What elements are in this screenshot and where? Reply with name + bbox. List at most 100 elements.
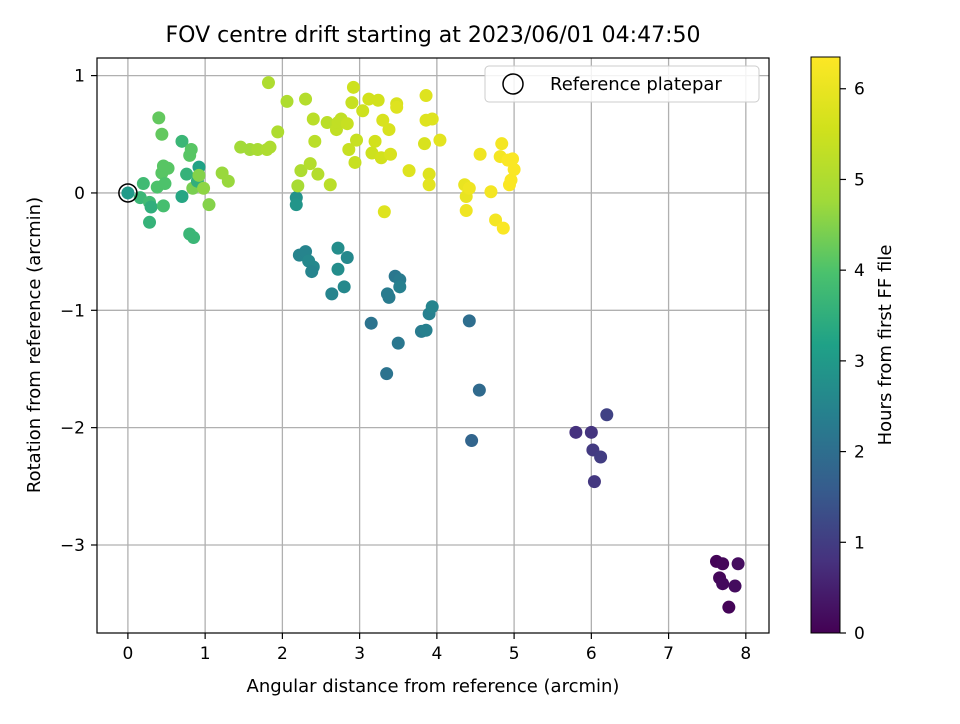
- x-tick-label: 3: [354, 644, 365, 664]
- data-point: [175, 189, 189, 203]
- data-point: [600, 408, 614, 422]
- data-point: [175, 134, 189, 148]
- data-point: [569, 425, 583, 439]
- colorbar-label: Hours from first FF file: [875, 245, 896, 446]
- data-point: [303, 157, 317, 171]
- data-point: [364, 316, 378, 330]
- colorbar: 0 1 2 3 4 5 6 Hours from first FF file: [810, 56, 896, 644]
- data-point: [390, 100, 404, 114]
- data-point: [331, 241, 345, 255]
- data-point: [594, 450, 608, 464]
- data-point: [144, 200, 158, 214]
- data-point: [504, 173, 518, 187]
- x-tick-label: 5: [509, 644, 520, 664]
- data-point: [484, 185, 498, 199]
- data-point: [425, 300, 439, 314]
- y-tick-label: −1: [60, 301, 85, 321]
- data-point: [158, 177, 172, 191]
- data-point: [299, 92, 313, 106]
- colorbar-tick-label: 4: [854, 261, 865, 281]
- x-tick-label: 7: [663, 644, 674, 664]
- data-point: [716, 557, 730, 571]
- y-axis-label: Rotation from reference (arcmin): [24, 197, 45, 493]
- data-point: [377, 205, 391, 219]
- data-point: [155, 127, 169, 141]
- data-point: [294, 164, 308, 178]
- data-point: [261, 76, 275, 90]
- data-point: [380, 287, 394, 301]
- data-point: [325, 287, 339, 301]
- colorbar-tick-label: 3: [854, 352, 865, 372]
- data-point: [489, 213, 503, 227]
- data-point: [402, 164, 416, 178]
- data-point: [376, 113, 390, 127]
- colorbar-ticks: 0 1 2 3 4 5 6: [840, 80, 865, 644]
- x-tick-label: 8: [740, 644, 751, 664]
- data-point: [251, 143, 265, 157]
- y-tick-label: −2: [60, 419, 85, 439]
- data-point: [368, 134, 382, 148]
- data-point: [280, 94, 294, 108]
- data-point: [202, 198, 216, 212]
- data-point: [340, 117, 354, 131]
- data-point: [143, 215, 157, 229]
- x-axis-ticks: 0 1 2 3 4 5 6 7 8: [122, 633, 751, 664]
- y-axis-ticks: 1 0 −1 −2 −3: [60, 67, 97, 556]
- x-axis-label: Angular distance from reference (arcmin): [247, 676, 620, 697]
- data-point: [462, 181, 476, 195]
- data-point: [496, 221, 510, 235]
- data-points: [121, 76, 745, 614]
- data-point: [337, 280, 351, 294]
- data-point: [289, 198, 303, 212]
- legend-box: [484, 65, 760, 103]
- data-point: [495, 137, 509, 151]
- data-point: [506, 152, 520, 166]
- data-point: [380, 367, 394, 381]
- grid-lines: [97, 58, 769, 633]
- data-point: [136, 177, 150, 191]
- data-point: [311, 167, 325, 181]
- data-point: [180, 167, 194, 181]
- data-point: [419, 89, 433, 103]
- data-point: [473, 147, 487, 161]
- data-point: [271, 125, 285, 139]
- y-tick-label: 1: [74, 67, 85, 87]
- data-point: [197, 181, 211, 195]
- data-point: [152, 111, 166, 125]
- data-point: [320, 116, 334, 130]
- colorbar-tick-label: 1: [854, 533, 865, 553]
- data-point: [587, 475, 601, 489]
- data-point: [418, 137, 432, 151]
- x-tick-label: 4: [431, 644, 442, 664]
- data-point: [156, 199, 170, 213]
- x-tick-label: 6: [586, 644, 597, 664]
- data-point: [422, 178, 436, 192]
- colorbar-gradient: [810, 56, 841, 634]
- data-point: [433, 133, 447, 147]
- data-point: [459, 204, 473, 218]
- data-point: [728, 579, 742, 593]
- data-point: [340, 250, 354, 264]
- data-point: [161, 161, 175, 175]
- data-point: [308, 134, 322, 148]
- data-point: [507, 162, 521, 176]
- data-point: [731, 557, 745, 571]
- x-tick-label: 1: [200, 644, 211, 664]
- data-point: [722, 600, 736, 614]
- chart-title: FOV centre drift starting at 2023/06/01 …: [166, 23, 701, 48]
- data-point: [356, 104, 370, 118]
- reference-marker: [118, 183, 138, 203]
- x-tick-label: 2: [277, 644, 288, 664]
- data-point: [121, 186, 135, 200]
- colorbar-tick-label: 0: [854, 624, 865, 644]
- data-point: [716, 577, 730, 591]
- data-point: [350, 133, 364, 147]
- data-point: [331, 262, 345, 276]
- data-point: [384, 147, 398, 161]
- data-point: [263, 140, 277, 154]
- data-point: [465, 434, 479, 448]
- data-point: [187, 231, 201, 245]
- data-point: [221, 174, 235, 188]
